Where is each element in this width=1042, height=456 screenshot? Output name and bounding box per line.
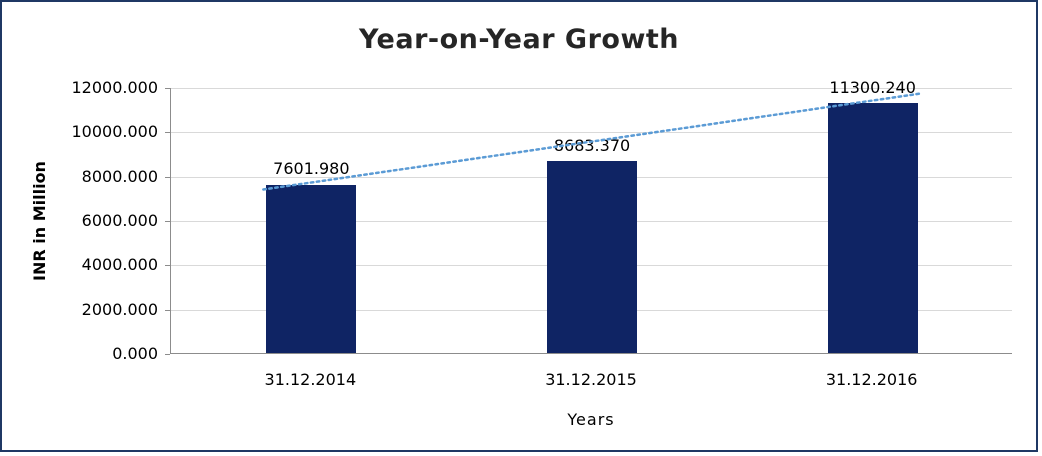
y-tick-label: 10000.000 — [71, 122, 158, 142]
y-tick-mark — [165, 265, 170, 267]
y-tick-mark — [165, 221, 170, 222]
plot-area: 7601.980 8683.370 11300.240 — [170, 78, 1012, 354]
bar — [547, 160, 637, 353]
y-tick-mark — [165, 176, 170, 178]
y-tick-mark — [165, 88, 170, 89]
chart-title: Year-on-Year Growth — [358, 24, 680, 55]
y-tick-mark — [165, 309, 170, 311]
data-label: 11300.240 — [829, 77, 916, 97]
y-tick-label: 4000.000 — [81, 255, 158, 275]
gridline — [171, 88, 1012, 89]
bar — [266, 184, 357, 353]
x-tick-label: 31.12.2016 — [825, 370, 918, 389]
x-tick-label: 31.12.2014 — [264, 370, 357, 389]
x-tick-label: 31.12.2015 — [545, 370, 637, 389]
y-tick-mark — [165, 354, 170, 355]
y-tick-label: 2000.000 — [81, 299, 158, 319]
y-tick-label: 0.000 — [112, 344, 158, 363]
data-label: 8683.370 — [553, 135, 631, 155]
data-label: 7601.980 — [273, 159, 350, 179]
y-tick-label: 12000.000 — [71, 78, 158, 97]
y-tick-label: 8000.000 — [81, 166, 158, 186]
y-tick-label: 6000.000 — [81, 211, 158, 230]
y-tick-mark — [165, 132, 170, 134]
bar — [827, 102, 918, 353]
x-axis-title: Years — [567, 410, 615, 429]
